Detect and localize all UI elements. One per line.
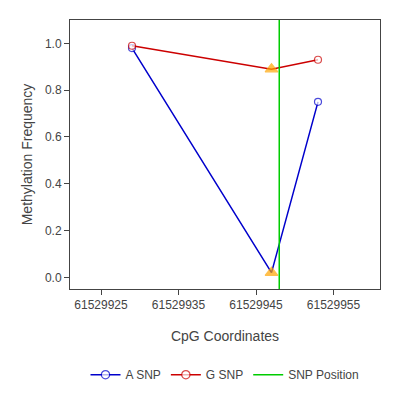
svg-text:0.8: 0.8 <box>45 83 62 97</box>
svg-text:61529925: 61529925 <box>74 298 128 312</box>
svg-text:0.0: 0.0 <box>45 271 62 285</box>
svg-text:61529955: 61529955 <box>307 298 361 312</box>
svg-text:A SNP: A SNP <box>126 368 161 382</box>
svg-text:61529935: 61529935 <box>152 298 206 312</box>
svg-text:0.2: 0.2 <box>45 224 62 238</box>
svg-text:0.4: 0.4 <box>45 177 62 191</box>
svg-text:CpG Coordinates: CpG Coordinates <box>171 328 279 344</box>
svg-text:61529945: 61529945 <box>229 298 283 312</box>
svg-text:0.6: 0.6 <box>45 130 62 144</box>
svg-text:Methylation Frequency: Methylation Frequency <box>19 84 35 226</box>
svg-text:1.0: 1.0 <box>45 37 62 51</box>
svg-text:G SNP: G SNP <box>206 368 243 382</box>
svg-text:SNP Position: SNP Position <box>288 368 358 382</box>
